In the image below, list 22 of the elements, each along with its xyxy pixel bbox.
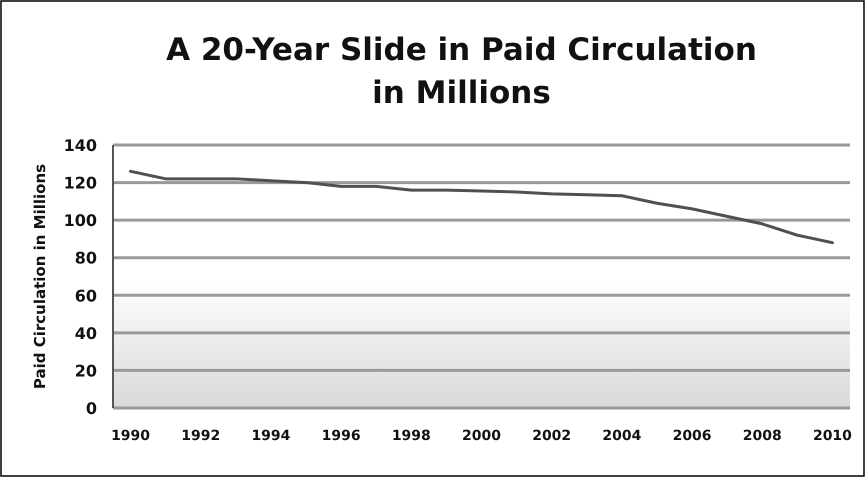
x-tick-label: 1990 bbox=[111, 428, 150, 444]
x-tick-label: 2008 bbox=[742, 428, 782, 444]
x-tick-label: 2004 bbox=[602, 428, 642, 444]
x-tick-label: 1996 bbox=[322, 428, 361, 444]
y-tick-label: 40 bbox=[74, 324, 97, 343]
x-tick-label: 2000 bbox=[462, 428, 502, 444]
x-tick-label: 1992 bbox=[181, 428, 220, 444]
x-tick-label: 2006 bbox=[672, 428, 712, 444]
line-series bbox=[129, 170, 834, 244]
y-tick-label: 80 bbox=[74, 248, 97, 268]
chart-title: A 20-Year Slide in Paid Circulation in Millions bbox=[166, 32, 757, 111]
x-tick-label: 2002 bbox=[532, 428, 572, 444]
y-tick-label: 120 bbox=[64, 174, 97, 193]
y-tick-label: 0 bbox=[86, 399, 97, 418]
y-axis-title: Paid Circulation in Millions bbox=[31, 164, 49, 390]
y-tick-label: 20 bbox=[74, 361, 97, 380]
y-tick-label: 100 bbox=[64, 211, 97, 230]
y-tick-label: 60 bbox=[74, 286, 97, 306]
x-tick-label: 2010 bbox=[812, 428, 852, 444]
x-tick-label: 1998 bbox=[392, 428, 431, 444]
y-tick-label: 140 bbox=[64, 136, 97, 155]
x-tick-label: 1994 bbox=[251, 428, 291, 444]
